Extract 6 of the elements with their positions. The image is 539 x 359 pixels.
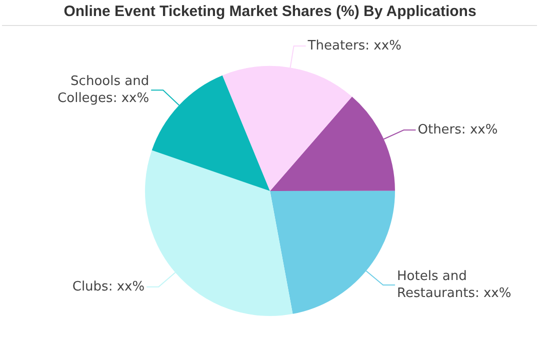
slice-label: Clubs: xx%: [72, 279, 145, 294]
slice-label: Schools and Colleges: xx%: [58, 74, 150, 106]
slice-label: Others: xx%: [418, 122, 498, 138]
slice-label: Theaters: xx%: [306, 38, 402, 54]
slice-label: Hotels and Restaurants: xx%: [397, 268, 512, 301]
chart-title: Online Event Ticketing Market Shares (%) By Applications: [64, 3, 476, 20]
